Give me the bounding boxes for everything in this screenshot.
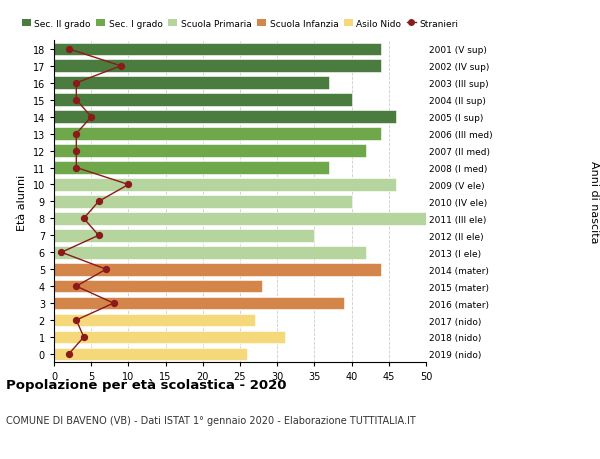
- Point: [56, 249, 66, 257]
- Point: [71, 80, 81, 87]
- Bar: [54, 280, 262, 293]
- Point: [79, 215, 89, 223]
- Point: [71, 317, 81, 324]
- Point: [71, 131, 81, 138]
- Bar: [54, 145, 367, 157]
- Text: Anni di nascita: Anni di nascita: [589, 161, 599, 243]
- Bar: [54, 246, 367, 259]
- Legend: Sec. II grado, Sec. I grado, Scuola Primaria, Scuola Infanzia, Asilo Nido, Stran: Sec. II grado, Sec. I grado, Scuola Prim…: [20, 18, 460, 30]
- Y-axis label: Età alunni: Età alunni: [17, 174, 27, 230]
- Point: [94, 232, 103, 240]
- Bar: [54, 44, 382, 56]
- Bar: [54, 128, 382, 140]
- Bar: [54, 179, 396, 191]
- Bar: [54, 213, 426, 225]
- Text: Popolazione per età scolastica - 2020: Popolazione per età scolastica - 2020: [6, 379, 287, 392]
- Point: [64, 351, 74, 358]
- Bar: [54, 196, 352, 208]
- Point: [71, 97, 81, 104]
- Point: [64, 46, 74, 53]
- Bar: [54, 348, 247, 360]
- Bar: [54, 60, 382, 73]
- Bar: [54, 331, 284, 344]
- Point: [71, 283, 81, 290]
- Point: [79, 334, 89, 341]
- Bar: [54, 297, 344, 310]
- Bar: [54, 263, 382, 276]
- Bar: [54, 111, 396, 124]
- Bar: [54, 77, 329, 90]
- Point: [116, 63, 126, 70]
- Point: [109, 300, 118, 307]
- Bar: [54, 314, 255, 327]
- Text: COMUNE DI BAVENO (VB) - Dati ISTAT 1° gennaio 2020 - Elaborazione TUTTITALIA.IT: COMUNE DI BAVENO (VB) - Dati ISTAT 1° ge…: [6, 415, 416, 425]
- Bar: [54, 94, 352, 107]
- Point: [101, 266, 111, 273]
- Point: [86, 114, 96, 121]
- Bar: [54, 162, 329, 174]
- Bar: [54, 230, 314, 242]
- Point: [124, 181, 133, 189]
- Point: [94, 198, 103, 206]
- Point: [71, 147, 81, 155]
- Point: [71, 164, 81, 172]
